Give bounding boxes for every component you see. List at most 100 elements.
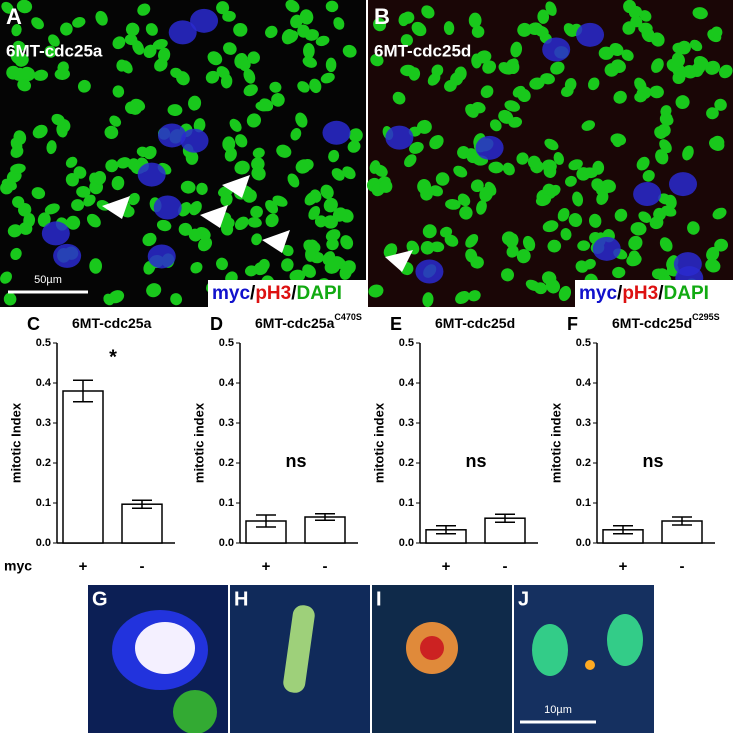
nucleus: [314, 215, 327, 228]
nucleus: [305, 247, 316, 262]
nucleus: [568, 159, 583, 171]
title-main: 6MT-cdc25a: [72, 315, 152, 331]
panel-label: 6MT-cdc25d: [374, 41, 471, 60]
nucleus: [103, 293, 115, 306]
nucleus: [420, 241, 435, 255]
nucleus: [247, 217, 262, 228]
nucleus: [135, 622, 195, 674]
nucleus: [534, 25, 549, 38]
nucleus: [705, 258, 721, 273]
nucleus: [152, 39, 168, 50]
y-tick-label: 0.2: [576, 457, 591, 469]
arrowhead: [222, 175, 250, 198]
error-bar: [315, 513, 335, 521]
y-tick-label: 0.4: [576, 377, 592, 389]
nucleus: [660, 115, 674, 126]
nucleus: [156, 219, 172, 232]
panel-letter: A: [6, 4, 22, 29]
x-tick-label: -: [680, 558, 685, 575]
nucleus: [465, 233, 479, 248]
nucleus: [710, 26, 723, 39]
title-sup: C470S: [334, 312, 362, 322]
panel-letter: F: [567, 314, 578, 334]
cell: [669, 172, 698, 197]
nucleus: [718, 64, 733, 79]
nucleus: [287, 173, 300, 188]
nucleus: [543, 164, 557, 179]
nucleus: [444, 234, 459, 247]
nucleus: [400, 34, 413, 47]
nucleus: [444, 79, 457, 92]
chart-title: 6MT-cdc25dC295S: [612, 312, 720, 330]
nucleus: [13, 40, 26, 52]
nucleus: [427, 72, 441, 86]
nucleus: [302, 264, 316, 278]
nucleus: [328, 149, 340, 163]
nucleus: [180, 180, 196, 194]
error-bar: [256, 514, 276, 528]
nucleus: [470, 179, 484, 193]
nucleus: [33, 69, 49, 81]
nucleus: [581, 120, 596, 131]
nucleus: [136, 146, 150, 158]
nucleus: [601, 179, 616, 193]
nucleus: [154, 58, 168, 72]
cell: [153, 195, 182, 220]
nucleus: [468, 290, 481, 302]
nucleus: [706, 107, 719, 120]
x-tick-label: -: [140, 558, 145, 575]
nucleus: [383, 243, 398, 259]
nucleus: [295, 159, 312, 174]
y-tick-label: 0.4: [399, 377, 415, 389]
nucleus: [304, 29, 319, 41]
nucleus: [252, 147, 265, 159]
nucleus: [611, 59, 626, 73]
cell: [180, 128, 209, 153]
nucleus: [46, 140, 57, 155]
nucleus: [272, 195, 288, 207]
y-tick-label: 0.2: [399, 457, 414, 469]
nucleus: [0, 271, 12, 284]
y-tick-label: 0.4: [36, 377, 52, 389]
nucleus: [125, 22, 140, 37]
nucleus: [167, 104, 183, 117]
nucleus: [392, 91, 406, 105]
panel-letter: E: [390, 314, 402, 334]
arrowhead: [262, 230, 290, 253]
nucleus: [654, 126, 667, 140]
nucleus: [614, 208, 628, 222]
nucleus: [421, 5, 435, 19]
nucleus: [1, 1, 14, 14]
nucleus: [54, 68, 70, 80]
nucleus: [65, 156, 78, 168]
nucleus: [265, 213, 279, 228]
y-tick-label: 0.2: [36, 457, 51, 469]
nucleus: [71, 199, 85, 212]
y-tick-label: 0.0: [219, 537, 234, 549]
nucleus: [116, 157, 131, 169]
nucleus: [409, 141, 424, 154]
cell: [157, 123, 186, 148]
nucleus: [289, 269, 306, 283]
nucleus: [304, 191, 319, 206]
nucleus: [628, 250, 641, 264]
nucleus: [269, 81, 282, 93]
nucleus: [642, 170, 655, 182]
nucleus: [368, 284, 384, 298]
chart-title: 6MT-cdc25aC470S: [255, 312, 362, 330]
nucleus: [176, 71, 190, 86]
nucleus: [658, 193, 671, 205]
nucleus: [89, 258, 103, 274]
nucleus: [308, 205, 321, 220]
nucleus: [710, 135, 725, 149]
nucleus: [142, 232, 157, 247]
nucleus: [44, 203, 60, 215]
cell: [576, 22, 605, 47]
nucleus: [621, 49, 634, 62]
nucleus: [340, 235, 354, 250]
y-tick-label: 0.1: [219, 497, 234, 509]
nucleus: [239, 59, 251, 72]
nucleus: [331, 168, 345, 181]
nucleus: [222, 10, 236, 22]
nucleus: [476, 199, 487, 215]
